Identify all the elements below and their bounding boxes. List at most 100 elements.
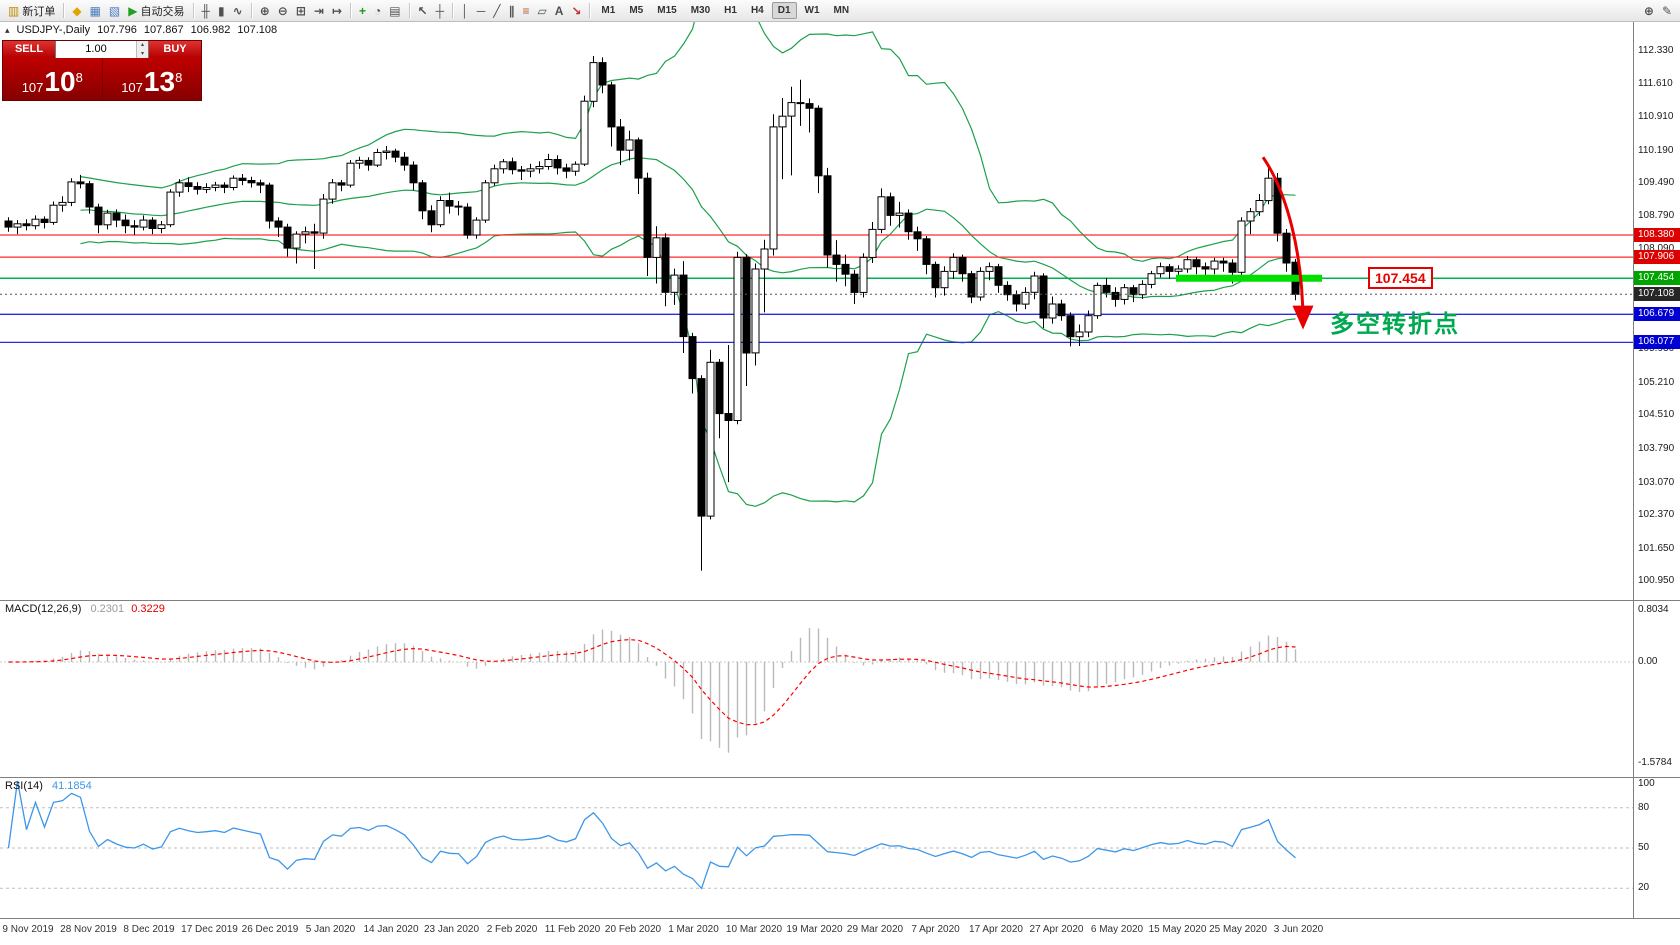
edit-button[interactable]: ✎ (1659, 2, 1675, 20)
market-watch-button[interactable]: ▦ (87, 2, 104, 20)
price-callout[interactable]: 107.454 (1368, 267, 1433, 289)
text-button[interactable]: A (552, 2, 567, 20)
chart-shift-button[interactable]: ↦ (329, 2, 345, 20)
line-chart-icon: ∿ (232, 3, 243, 18)
zoom-in-button[interactable]: ⊕ (257, 2, 273, 20)
rsi-axis[interactable]: 100 80 50 20 (1633, 778, 1680, 918)
fibonacci-button[interactable]: ≡ (519, 2, 532, 20)
date-label: 28 Nov 2019 (60, 924, 117, 935)
timeframe-m5-button[interactable]: M5 (629, 5, 644, 16)
price-badge-107.906: 107.906 (1634, 250, 1680, 264)
close-value: 107.108 (237, 24, 278, 36)
macd-name: MACD(12,26,9) (5, 603, 82, 615)
price-axis-label: 103.790 (1638, 443, 1675, 454)
periods-button[interactable]: ◔ (371, 2, 384, 20)
symbol-period-label: USDJPY-,Daily (16, 24, 91, 36)
price-axis-label: 104.510 (1638, 409, 1675, 420)
date-label: 25 May 2020 (1209, 924, 1267, 935)
one-click-collapse-icon[interactable]: ▴ (5, 24, 10, 35)
new-order-button[interactable]: ▥ 新订单 (5, 2, 58, 20)
timeframe-m30-button[interactable]: M30 (690, 5, 711, 16)
rsi-axis-label: 80 (1638, 802, 1650, 813)
date-label: 11 Feb 2020 (544, 924, 601, 935)
trendline-icon: ╱ (493, 3, 501, 18)
date-label: 20 Feb 2020 (604, 924, 662, 935)
templates-button[interactable]: ▤ (386, 2, 403, 20)
search-button[interactable]: ⊕ (1641, 2, 1657, 20)
volume-input[interactable]: 1.00 ▴ ▾ (55, 41, 149, 58)
crosshair-button[interactable]: ┼ (433, 2, 448, 20)
down-arrow-annotation[interactable] (1261, 156, 1314, 330)
buy-price-big-figure: 107 (121, 80, 143, 95)
navigator-icon: ▧ (108, 3, 121, 18)
volume-spinner[interactable]: ▴ ▾ (136, 41, 148, 58)
shapes-button[interactable]: ▱ (534, 2, 549, 20)
timeframe-w1-button[interactable]: W1 (804, 5, 820, 16)
fibonacci-icon: ≡ (522, 3, 530, 18)
crosshair-icon: ┼ (435, 3, 445, 18)
timeframe-mn-button[interactable]: MN (833, 5, 850, 16)
rsi-panel: 100 80 50 20 RSI(14) 41.1854 (0, 778, 1680, 919)
spinner-down-icon[interactable]: ▾ (137, 49, 148, 58)
candlestick-chart-button[interactable]: ▮ (215, 2, 228, 20)
time-axis[interactable]: 9 Nov 2019 28 Nov 2019 8 Dec 2019 17 Dec 20… (0, 919, 1680, 945)
macd-canvas[interactable] (0, 601, 1633, 777)
auto-trading-icon: ▶ (128, 3, 138, 18)
price-badge-107.108: 107.108 (1634, 287, 1680, 301)
low-value: 106.982 (190, 24, 231, 36)
date-label: 1 Mar 2020 (668, 924, 719, 935)
price-axis[interactable]: 112.330 111.610 110.910 110.190 109.490 108.7… (1633, 22, 1680, 600)
market-watch-icon: ▦ (89, 3, 101, 18)
price-axis-label: 111.610 (1638, 78, 1673, 89)
sell-price[interactable]: 107 10 8 (3, 58, 102, 100)
metaeditor-button[interactable]: ◆ (69, 2, 84, 20)
timeframe-h1-button[interactable]: H1 (724, 5, 737, 16)
candlesticks (4, 56, 1300, 571)
vertical-line-button[interactable]: │ (458, 2, 472, 20)
rsi-name: RSI(14) (5, 780, 43, 792)
vertical-line-icon: │ (461, 3, 469, 18)
date-label: 7 Apr 2020 (911, 924, 960, 935)
macd-axis[interactable]: 0.8034 0.00 -1.5784 (1633, 601, 1680, 777)
zoom-out-icon: ⊖ (277, 3, 288, 18)
bar-chart-button[interactable]: ╫ (199, 2, 214, 20)
timeframe-d1-button[interactable]: D1 (771, 2, 797, 19)
chart-header: ▴ USDJPY-,Daily 107.796 107.867 106.982 … (5, 24, 277, 36)
trendline-button[interactable]: ╱ (490, 2, 503, 20)
spinner-up-icon[interactable]: ▴ (137, 41, 148, 50)
equidistant-channel-button[interactable]: ∥ (505, 2, 517, 20)
navigator-button[interactable]: ▧ (106, 2, 123, 20)
toolbar-separator (452, 3, 454, 18)
toolbar-separator (589, 3, 591, 18)
price-axis-label: 102.370 (1638, 509, 1675, 520)
open-value: 107.796 (97, 24, 137, 36)
buy-button[interactable]: BUY (149, 41, 201, 58)
timeframe-m1-button[interactable]: M1 (601, 5, 616, 16)
line-chart-button[interactable]: ∿ (230, 2, 246, 20)
rsi-canvas[interactable] (0, 778, 1633, 918)
rsi-axis-label: 50 (1638, 842, 1650, 853)
buy-price[interactable]: 107 13 8 (103, 58, 202, 100)
arrows-button[interactable]: ↘ (568, 2, 584, 20)
horizontal-line-button[interactable]: ─ (474, 2, 489, 20)
main-chart-canvas[interactable] (0, 22, 1633, 600)
buy-price-point: 8 (175, 70, 183, 85)
bar-chart-icon: ╫ (201, 3, 211, 18)
sell-price-pips: 10 (44, 66, 76, 97)
sell-button[interactable]: SELL (3, 41, 55, 58)
auto-scroll-button[interactable]: ⇥ (311, 2, 327, 20)
zoom-out-button[interactable]: ⊖ (275, 2, 291, 20)
auto-trading-button[interactable]: ▶ 自动交易 (125, 2, 187, 20)
buy-price-pips: 13 (143, 66, 176, 97)
chart-shift-icon: ↦ (331, 3, 342, 18)
volume-value: 1.00 (85, 43, 107, 55)
date-label: 5 Jan 2020 (305, 924, 356, 935)
macd-axis-label: -1.5784 (1638, 757, 1672, 768)
timeframe-h4-button[interactable]: H4 (750, 5, 764, 16)
turning-point-annotation[interactable]: 多空转折点 (1330, 311, 1460, 338)
indicators-button[interactable]: + (356, 2, 369, 20)
timeframe-m15-button[interactable]: M15 (657, 5, 677, 16)
macd-signal-line (8, 638, 1296, 726)
cursor-button[interactable]: ↖ (415, 2, 431, 20)
tile-windows-button[interactable]: ⊞ (293, 2, 309, 20)
